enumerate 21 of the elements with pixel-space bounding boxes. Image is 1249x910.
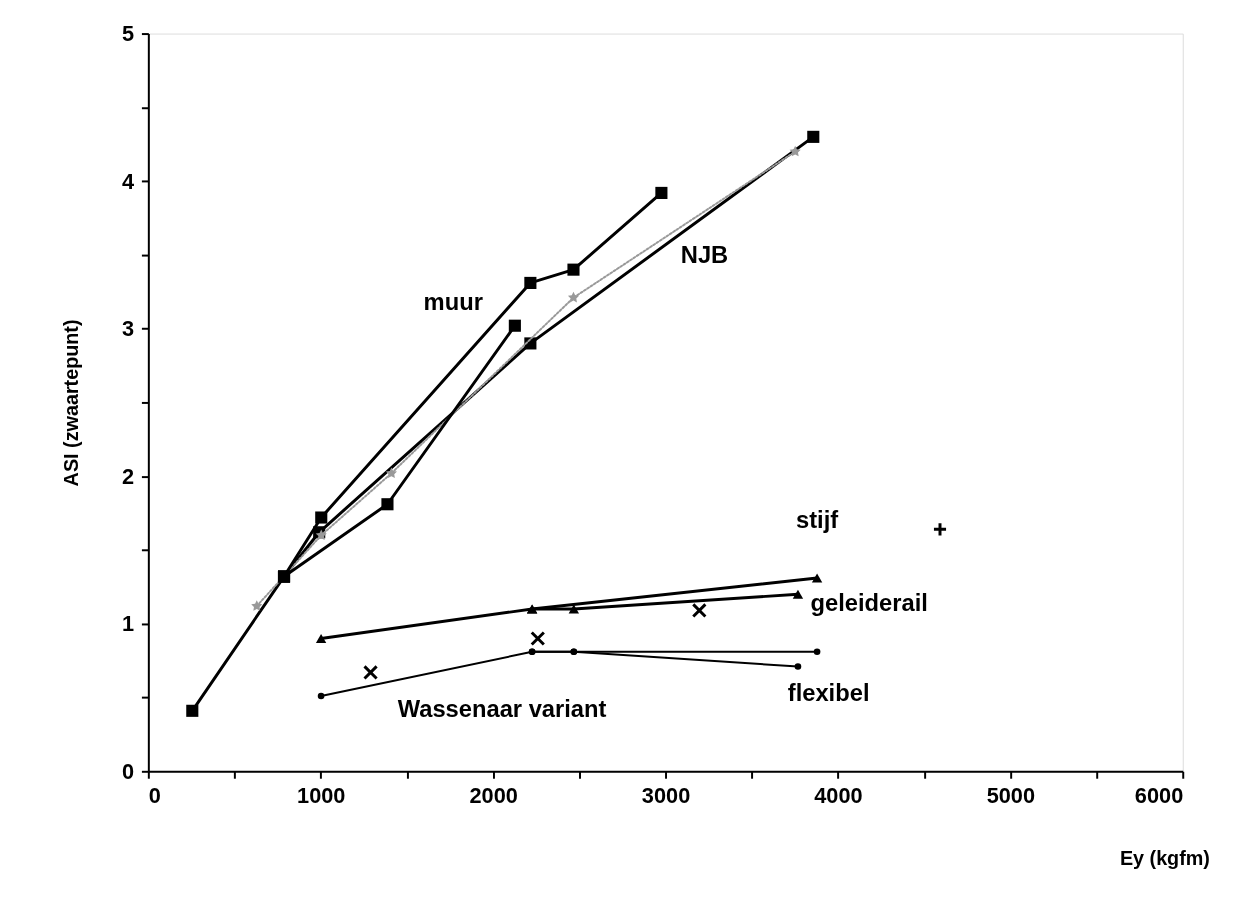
y-tick-label: 1 <box>121 611 134 637</box>
x-tick-label: 1000 <box>297 783 346 809</box>
y-axis-title: ASI (zwaartepunt) <box>60 319 83 487</box>
x-tick-label: 3000 <box>641 783 691 809</box>
x-tick-label: 0 <box>148 783 161 809</box>
x-tick-label: 2000 <box>469 783 518 809</box>
x-tick-label: 4000 <box>814 783 863 809</box>
series-label: NJB <box>680 242 729 269</box>
x-tick-label: 6000 <box>1134 783 1184 809</box>
series-label: geleiderail <box>810 590 928 617</box>
series-label: stijf <box>795 506 839 533</box>
y-tick-label: 4 <box>121 168 134 194</box>
y-tick-label: 3 <box>121 316 134 342</box>
y-tick-label: 2 <box>121 463 134 489</box>
y-tick-label: 5 <box>121 20 134 46</box>
x-tick-label: 5000 <box>986 783 1036 809</box>
series-label: muur <box>423 288 483 315</box>
series-label: flexibel <box>787 680 870 707</box>
x-axis-title: Ey (kgfm) <box>1119 846 1210 869</box>
y-tick-label: 0 <box>121 758 134 784</box>
series-label: Wassenaar variant <box>397 695 607 722</box>
